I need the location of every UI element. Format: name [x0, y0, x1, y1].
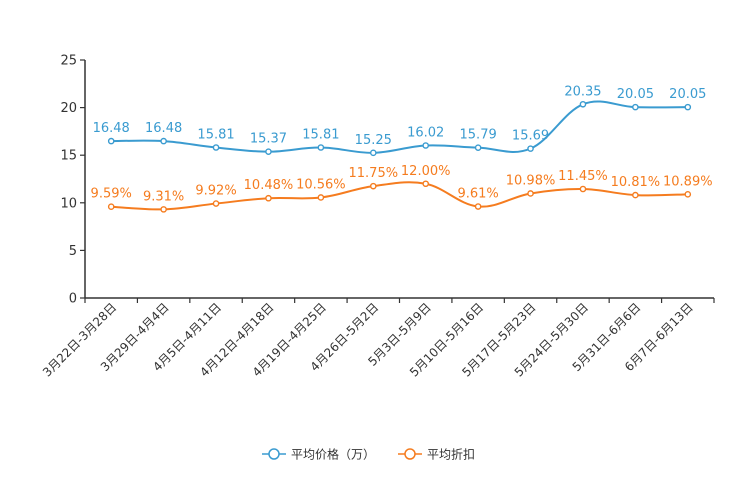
data-point[interactable]: [527, 145, 534, 152]
y-tick-label: 20: [60, 101, 77, 116]
data-point[interactable]: [265, 194, 272, 202]
data-label: 15.69: [512, 129, 549, 144]
data-label: 9.59%: [91, 187, 132, 202]
data-point[interactable]: [684, 103, 692, 111]
data-point[interactable]: [422, 180, 430, 188]
data-label: 10.81%: [611, 175, 661, 190]
y-tick-label: 0: [69, 292, 77, 307]
legend-marker-icon: [404, 448, 416, 460]
data-point[interactable]: [474, 203, 482, 210]
data-label: 9.31%: [143, 189, 184, 204]
data-label: 9.92%: [195, 184, 236, 199]
data-label: 9.61%: [457, 187, 498, 202]
data-label: 10.98%: [506, 173, 556, 188]
data-label: 15.81: [197, 127, 234, 142]
data-point[interactable]: [684, 191, 692, 198]
data-point[interactable]: [474, 144, 482, 151]
data-label: 16.48: [145, 121, 182, 136]
series-points: [107, 100, 692, 213]
data-label: 10.48%: [244, 178, 294, 193]
series-line-0: [111, 100, 688, 154]
legend-item-0[interactable]: 平均价格（万）: [262, 447, 375, 462]
data-point[interactable]: [369, 182, 377, 190]
y-tick-label: 25: [60, 54, 77, 69]
data-label: 16.02: [407, 125, 444, 140]
legend-item-1[interactable]: 平均折扣: [398, 447, 475, 462]
data-point[interactable]: [632, 191, 639, 199]
data-point[interactable]: [632, 103, 639, 111]
series-line-1: [111, 181, 688, 211]
data-label: 10.56%: [296, 177, 346, 192]
series-lines: [111, 100, 688, 211]
data-point[interactable]: [107, 203, 115, 211]
data-label: 11.75%: [349, 166, 399, 181]
legend-label: 平均价格（万）: [291, 447, 375, 462]
data-point[interactable]: [265, 148, 272, 155]
data-point[interactable]: [317, 194, 325, 201]
data-labels: 16.48 16.48 15.81 15.37 15.81 15.25 16.02 15.79…: [91, 84, 713, 204]
y-tick-label: 10: [60, 196, 77, 211]
legend[interactable]: 平均价格（万） 平均折扣: [262, 447, 475, 462]
data-label: 10.89%: [663, 174, 713, 189]
data-label: 11.45%: [558, 169, 608, 184]
data-label: 20.35: [564, 84, 601, 99]
data-point[interactable]: [107, 137, 115, 145]
data-point[interactable]: [579, 185, 587, 193]
data-label: 12.00%: [401, 164, 451, 179]
data-point[interactable]: [579, 100, 587, 108]
data-label: 20.05: [617, 87, 654, 102]
y-tick-label: 15: [60, 149, 77, 164]
data-label: 16.48: [93, 121, 130, 136]
data-point[interactable]: [212, 144, 220, 151]
data-point[interactable]: [369, 149, 377, 157]
x-axis-ticks: 3月22日-3月28日3月29日-4月4日4月5日-4月11日4月12日-4月1…: [40, 298, 715, 380]
data-point[interactable]: [160, 137, 167, 145]
data-point[interactable]: [527, 190, 534, 197]
y-tick-label: 5: [69, 244, 77, 259]
data-label: 15.25: [355, 133, 392, 148]
data-label: 15.37: [250, 132, 287, 147]
data-label: 15.81: [302, 127, 339, 142]
legend-label: 平均折扣: [427, 447, 475, 462]
data-label: 15.79: [460, 128, 497, 143]
data-point[interactable]: [317, 144, 325, 151]
data-label: 20.05: [669, 87, 706, 102]
y-axis-ticks: 0 5 10 15 20 25: [60, 54, 85, 307]
data-point[interactable]: [422, 142, 430, 149]
data-point[interactable]: [160, 206, 167, 213]
legend-marker-icon: [268, 448, 280, 460]
data-point[interactable]: [212, 200, 220, 207]
